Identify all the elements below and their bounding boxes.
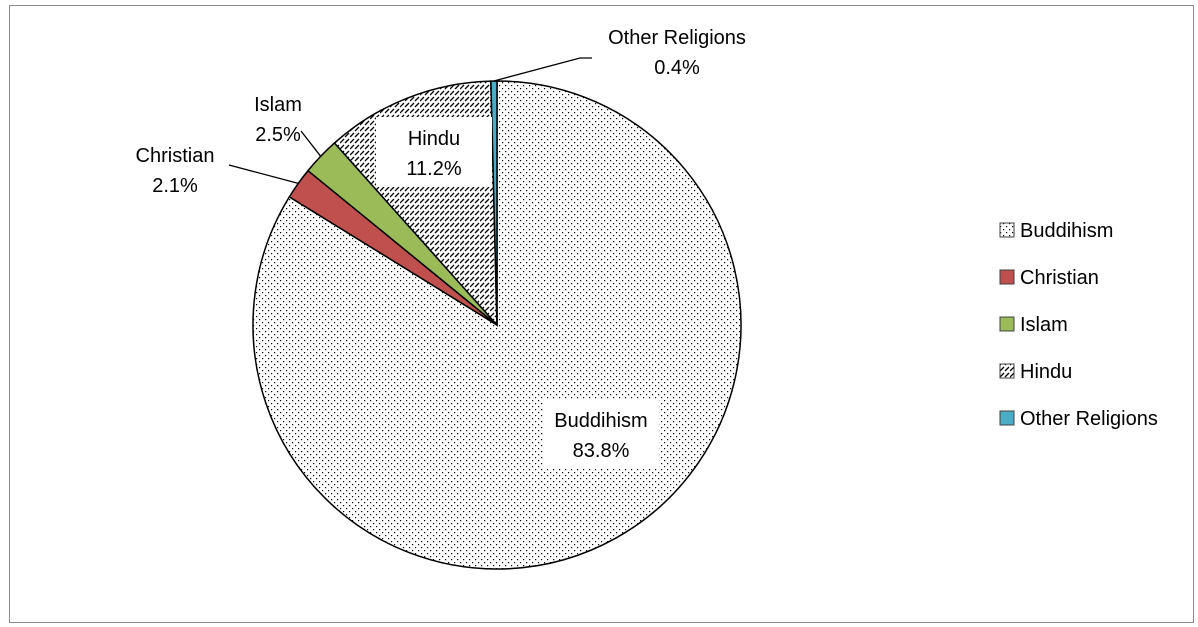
legend-label: Islam xyxy=(1020,314,1068,336)
leader-line-christian xyxy=(228,164,299,185)
leader-line-other-religions xyxy=(493,57,592,82)
legend-item-christian: Christian xyxy=(999,267,1099,289)
legend: Buddihism Christian Islam Hindu Other Religi… xyxy=(999,220,1158,430)
data-label-value: 2.5% xyxy=(255,124,301,146)
legend-swatch xyxy=(999,269,1015,285)
legend-item-buddihism: Buddihism xyxy=(999,220,1113,242)
data-label-value: 11.2% xyxy=(406,158,461,180)
data-label-hindu: Hindu 11.2% xyxy=(376,117,492,187)
legend-item-hindu: Hindu xyxy=(999,361,1072,383)
legend-label: Other Religions xyxy=(1020,408,1158,430)
data-label-buddihism: Buddihism 83.8% xyxy=(543,399,659,469)
pie-slices xyxy=(252,80,742,570)
data-label-christian: Christian 2.1% xyxy=(136,145,215,197)
data-label-value: 2.1% xyxy=(152,175,198,197)
legend-swatch xyxy=(999,316,1015,332)
legend-swatch xyxy=(999,222,1015,238)
data-label-category: Buddihism xyxy=(554,410,647,432)
legend-label: Hindu xyxy=(1020,361,1072,383)
data-label-category: Other Religions xyxy=(608,27,746,49)
data-label-category: Christian xyxy=(136,145,215,167)
data-label-category: Islam xyxy=(254,94,302,116)
legend-item-other-religions: Other Religions xyxy=(999,408,1158,430)
data-label-value: 83.8% xyxy=(573,440,630,462)
data-label-value: 0.4% xyxy=(654,57,700,79)
data-label-background xyxy=(376,117,492,187)
data-label-category: Hindu xyxy=(408,128,460,150)
leader-lines xyxy=(228,57,592,185)
data-label-background xyxy=(543,399,659,469)
legend-label: Christian xyxy=(1020,267,1099,289)
leader-line-islam xyxy=(300,130,322,157)
legend-item-islam: Islam xyxy=(999,314,1068,336)
data-label-islam: Islam 2.5% xyxy=(254,94,302,146)
legend-label: Buddihism xyxy=(1020,220,1113,242)
legend-swatch xyxy=(999,363,1015,379)
data-label-other-religions: Other Religions 0.4% xyxy=(608,27,746,79)
data-labels: Buddihism 83.8% Christian 2.1% Islam 2.5% Hind… xyxy=(136,27,746,469)
legend-swatch xyxy=(999,410,1015,426)
